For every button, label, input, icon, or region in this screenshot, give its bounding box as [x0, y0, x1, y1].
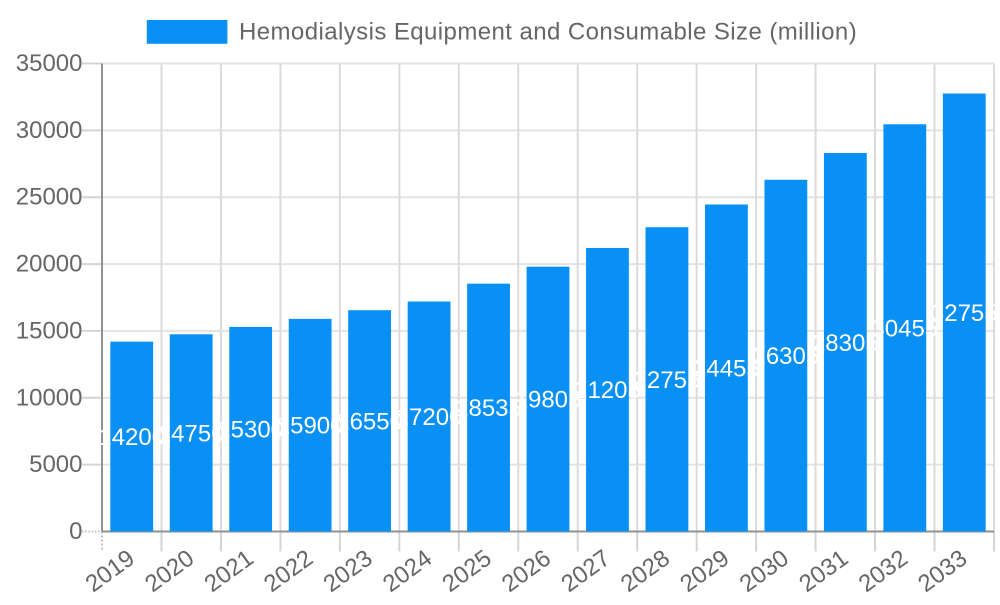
svg-text:5000: 5000: [29, 451, 82, 478]
svg-text:15300: 15300: [217, 417, 284, 444]
svg-text:0: 0: [69, 518, 82, 545]
svg-text:Hemodialysis Equipment and Con: Hemodialysis Equipment and Consumable Si…: [239, 19, 857, 46]
svg-text:10000: 10000: [16, 384, 83, 411]
svg-text:17200: 17200: [396, 404, 463, 431]
svg-text:22755: 22755: [634, 367, 701, 394]
svg-text:20000: 20000: [16, 251, 83, 278]
svg-text:25000: 25000: [16, 184, 83, 211]
svg-text:15900: 15900: [277, 413, 344, 440]
svg-text:30000: 30000: [16, 117, 83, 144]
svg-text:32755: 32755: [931, 300, 998, 327]
svg-text:15000: 15000: [16, 317, 83, 344]
svg-text:19805: 19805: [515, 387, 582, 414]
svg-text:35000: 35000: [16, 50, 83, 77]
svg-text:26305: 26305: [752, 343, 819, 370]
svg-text:24455: 24455: [693, 356, 760, 383]
svg-text:14200: 14200: [98, 424, 165, 451]
svg-text:30455: 30455: [871, 315, 938, 342]
svg-text:28305: 28305: [812, 330, 879, 357]
svg-text:14750: 14750: [158, 420, 225, 447]
svg-text:16550: 16550: [336, 408, 403, 435]
svg-text:21205: 21205: [574, 377, 641, 404]
svg-text:18535: 18535: [455, 395, 522, 422]
